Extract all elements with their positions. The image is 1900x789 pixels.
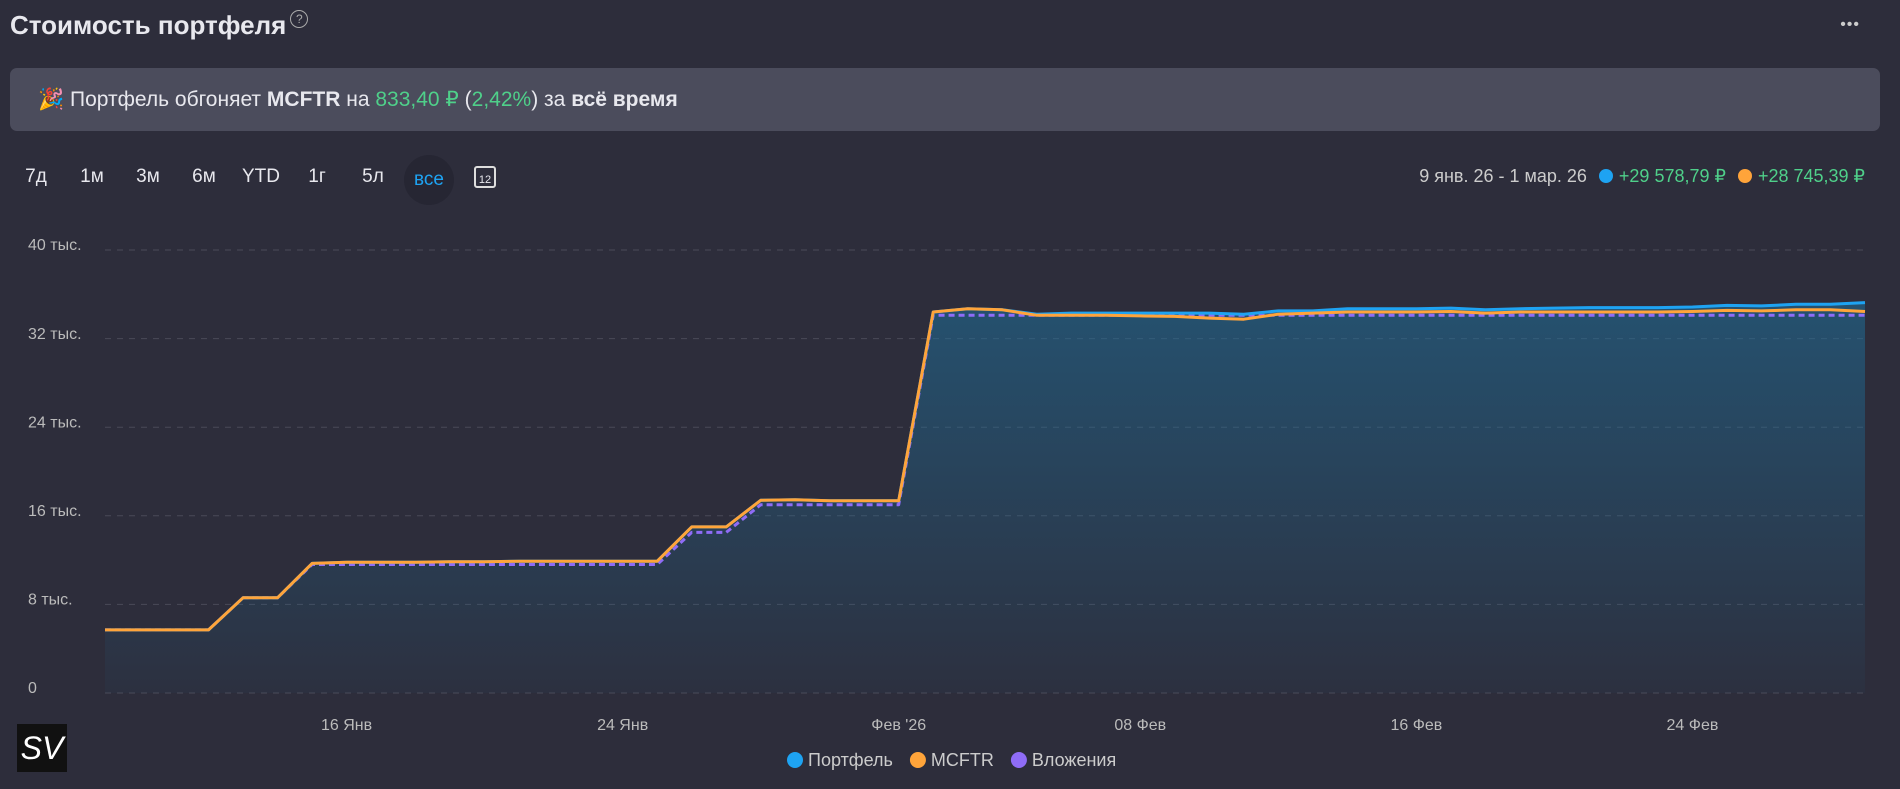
- period-button[interactable]: 6м: [192, 166, 216, 187]
- dot: [1598, 169, 1613, 183]
- legend-dot: [909, 752, 926, 768]
- y-tick-label: 16 тыс.: [28, 503, 82, 520]
- x-tick-label: 16 Янв: [321, 717, 372, 734]
- period-button[interactable]: 1м: [80, 166, 104, 187]
- banner: 🎉 Портфель обгоняет MCFTR на 833,40 ₽ (2…: [10, 68, 1880, 131]
- x-tick-label: 08 Фев: [1114, 717, 1166, 734]
- y-tick-label: 32 тыс.: [28, 326, 82, 343]
- legend-label: Вложения: [1032, 750, 1116, 770]
- x-tick-label: 16 Фев: [1390, 717, 1442, 734]
- summary: 9 янв. 26 - 1 мар. 26 +29 578,79 ₽ +28 745…: [1419, 166, 1865, 187]
- emoji: 🎉: [38, 88, 65, 111]
- area: [105, 302, 1865, 693]
- range: 9 янв. 26 - 1 мар. 26: [1419, 166, 1587, 186]
- y-tick-label: 0: [28, 680, 37, 697]
- series-line: [105, 313, 1865, 632]
- index: MCFTR: [266, 88, 341, 111]
- x-tick-label: Фев '26: [871, 717, 926, 734]
- y-tick-label: 24 тыс.: [28, 414, 82, 431]
- y-tick-label: 8 тыс.: [28, 592, 73, 609]
- period-button[interactable]: все: [404, 155, 454, 205]
- y-tick-label: 40 тыс.: [28, 237, 82, 254]
- text: Портфель обгоняет: [70, 88, 262, 111]
- text: за: [544, 88, 566, 111]
- period-button[interactable]: YTD: [242, 166, 280, 187]
- pct: 2,42%: [471, 88, 532, 111]
- legend-dot: [1010, 752, 1027, 768]
- calendar[interactable]: 12: [474, 166, 496, 188]
- help-icon[interactable]: ?: [290, 10, 309, 28]
- series-line: [105, 307, 1866, 632]
- legend-dot: [787, 752, 803, 768]
- portfolio-change: +29 578,79 ₽: [1618, 166, 1726, 186]
- legend-label: MCFTR: [931, 750, 994, 770]
- x-tick-label: 24 Фев: [1667, 717, 1719, 734]
- amount: 833,40 ₽: [375, 88, 459, 111]
- period-button[interactable]: 3м: [136, 166, 160, 187]
- title: Стоимость портфеля?: [10, 10, 309, 41]
- period-button[interactable]: 1г: [308, 166, 326, 187]
- index-change: +28 745,39 ₽: [1757, 166, 1865, 186]
- period-button[interactable]: 7д: [25, 166, 47, 187]
- menu[interactable]: •••: [1840, 16, 1860, 33]
- legend-label: Портфель: [808, 750, 893, 770]
- x-tick-label: 24 Янв: [597, 717, 648, 734]
- text: (: [464, 88, 472, 111]
- text: ): [531, 88, 539, 111]
- title-text: Стоимость портфеля: [10, 10, 287, 40]
- text: на: [346, 88, 370, 111]
- watermark: SV: [17, 724, 67, 772]
- dot: [1737, 169, 1752, 183]
- period: всё время: [571, 88, 678, 111]
- period-button[interactable]: 5л: [362, 166, 384, 187]
